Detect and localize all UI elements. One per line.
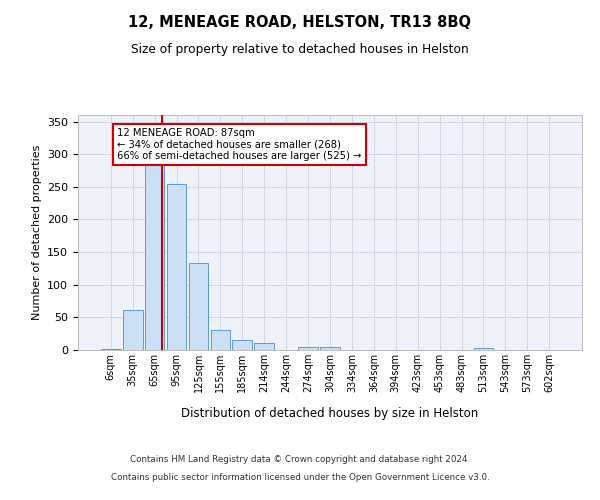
Text: Size of property relative to detached houses in Helston: Size of property relative to detached ho… [131, 42, 469, 56]
Text: Contains HM Land Registry data © Crown copyright and database right 2024.: Contains HM Land Registry data © Crown c… [130, 455, 470, 464]
Bar [211, 330, 230, 350]
Y-axis label: Number of detached properties: Number of detached properties [32, 145, 41, 320]
Text: Contains public sector information licensed under the Open Government Licence v3: Contains public sector information licen… [110, 472, 490, 482]
Bar [320, 348, 340, 350]
Bar [232, 340, 252, 350]
Bar [188, 263, 208, 350]
Bar [473, 348, 493, 350]
Text: 12 MENEAGE ROAD: 87sqm
← 34% of detached houses are smaller (268)
66% of semi-de: 12 MENEAGE ROAD: 87sqm ← 34% of detached… [118, 128, 362, 162]
Bar [254, 344, 274, 350]
Bar [298, 348, 318, 350]
Text: 12, MENEAGE ROAD, HELSTON, TR13 8BQ: 12, MENEAGE ROAD, HELSTON, TR13 8BQ [128, 15, 472, 30]
Bar [101, 348, 121, 350]
Bar [145, 160, 164, 350]
Bar [123, 310, 143, 350]
Text: Distribution of detached houses by size in Helston: Distribution of detached houses by size … [181, 408, 479, 420]
Bar [167, 184, 187, 350]
